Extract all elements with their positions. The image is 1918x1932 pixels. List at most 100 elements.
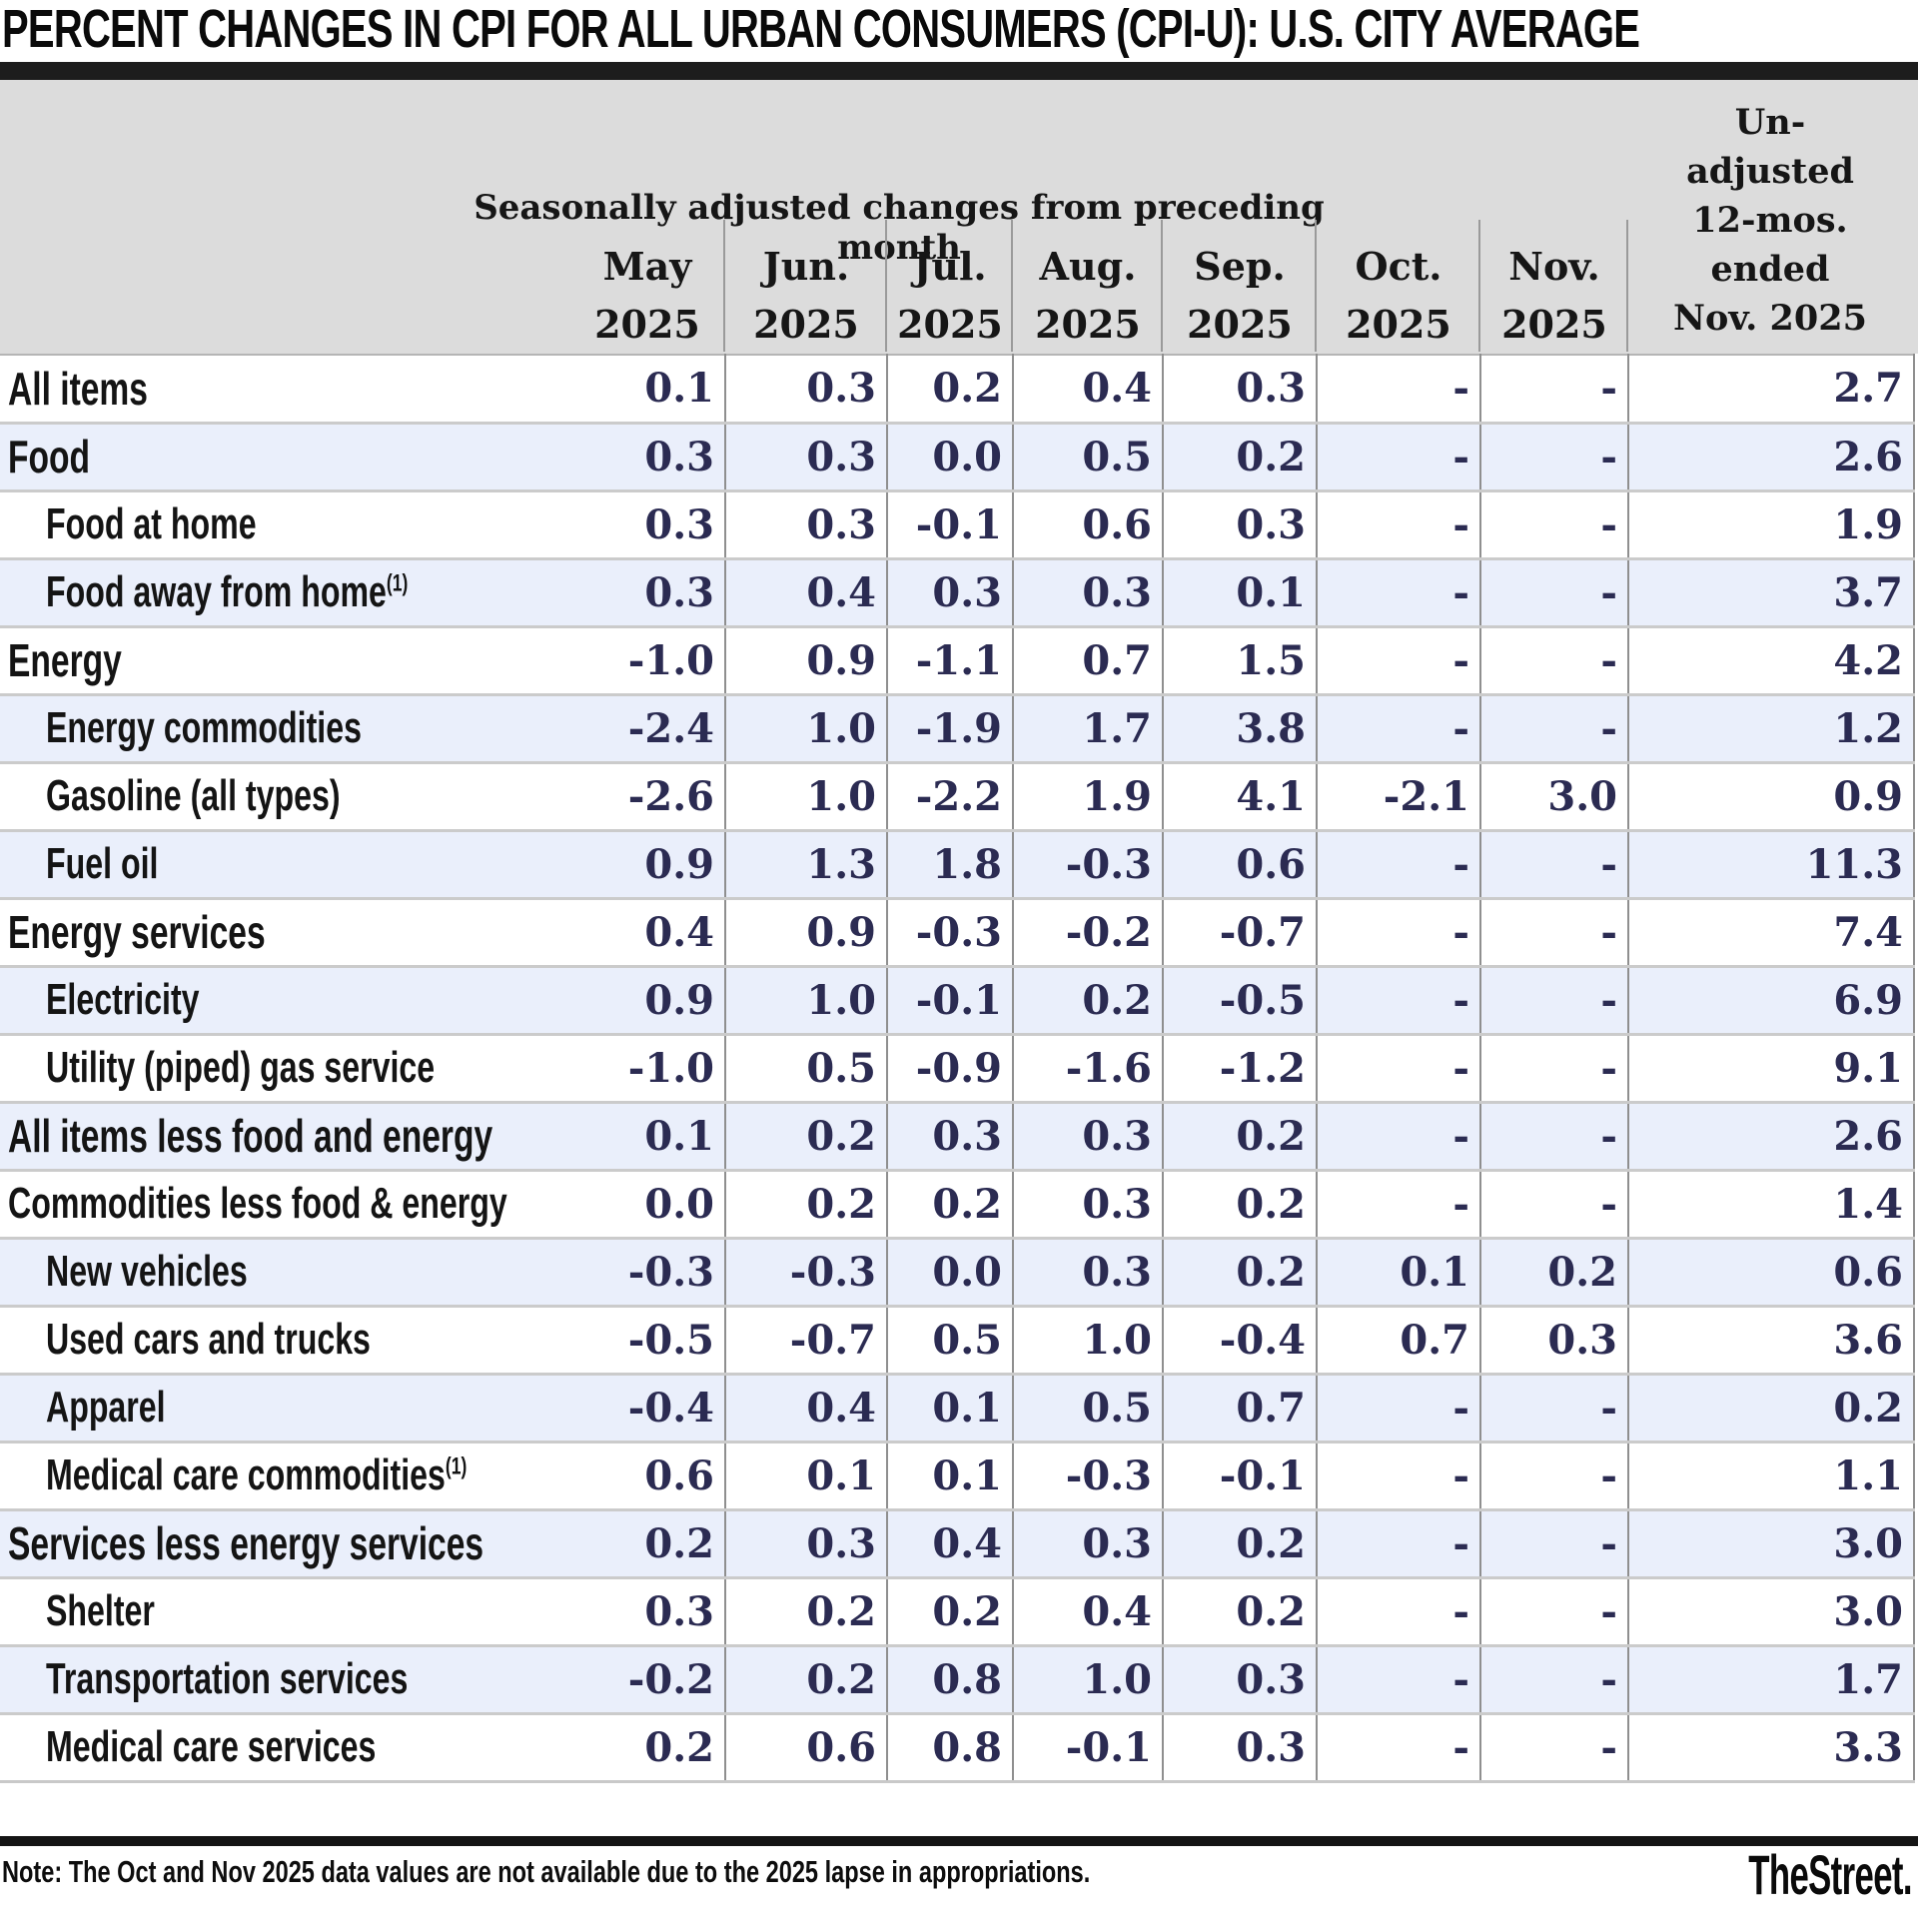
value-cell: -0.3 [725,1236,888,1306]
table-row: Used cars and trucks -0.5 -0.7 0.5 1.0 -0.4 0.… [0,1304,1915,1374]
column-header-month: Oct. 2025 [1346,244,1451,347]
value-cell: 3.7 [1628,556,1915,626]
value-cell: - [1480,692,1629,762]
value-cell: -0.1 [887,964,1014,1034]
value-cell: - [1480,1507,1629,1577]
value-cell: 3.6 [1628,1304,1915,1374]
value-cell: 4.1 [1163,760,1318,830]
value-cell: 0.3 [1163,488,1318,558]
value-cell: 1.9 [1628,488,1915,558]
value-cell: 0.1 [569,1100,726,1170]
value-cell: 0.5 [887,1304,1014,1374]
value-cell: -0.7 [725,1304,888,1374]
value-cell: -0.3 [1013,1440,1164,1509]
value-cell: 4.2 [1628,624,1915,694]
value-cell: 0.3 [725,1507,888,1577]
value-cell: 0.3 [1480,1304,1629,1374]
value-cell: 0.9 [1628,760,1915,830]
table-body: All items 0.1 0.3 0.2 0.4 0.3- -2.7 Food 0.3 0.3 0… [0,355,1915,1781]
value-cell: 0.6 [569,1440,726,1509]
value-cell: 3.0 [1628,1507,1915,1577]
table-row: New vehicles -0.3 -0.3 0.0 0.3 0.2 0.1 0.2 0.6 [0,1236,1915,1306]
row-label: Fuel oil [0,828,569,898]
value-cell: 0.5 [1013,1372,1164,1442]
value-cell: 0.0 [887,1236,1014,1306]
value-cell: 0.3 [1013,1168,1164,1238]
table-row: Transportation services -0.2 0.2 0.8 1.0 0.3-… [0,1643,1915,1713]
value-cell: 3.0 [1480,760,1629,830]
value-cell: 1.0 [725,964,888,1034]
table-row: Gasoline (all types) -2.6 1.0 -2.2 1.9 4.1 -2.… [0,760,1915,830]
row-label: Shelter [0,1575,569,1645]
value-cell: 0.5 [725,1032,888,1102]
value-cell: 1.0 [1013,1304,1164,1374]
value-cell: 0.4 [887,1507,1014,1577]
header-column-divider [1161,220,1163,352]
value-cell: 1.0 [725,692,888,762]
value-cell: -0.5 [1163,964,1318,1034]
value-cell: - [1317,1372,1481,1442]
value-cell: 0.2 [725,1575,888,1645]
row-label: Medical care commodities(1) [0,1440,569,1509]
value-cell: -0.2 [569,1643,726,1713]
table-row: Food 0.3 0.3 0.0 0.5 0.2- -2.6 [0,421,1915,490]
value-cell: 0.4 [1013,1575,1164,1645]
value-cell: 2.6 [1628,1100,1915,1170]
value-cell: -0.1 [1013,1711,1164,1781]
value-cell: - [1480,964,1629,1034]
value-cell: - [1480,828,1629,898]
value-cell: - [1480,1711,1629,1781]
value-cell: 0.9 [569,964,726,1034]
value-cell: 0.7 [1013,624,1164,694]
value-cell: 0.4 [1013,355,1164,423]
value-cell: - [1480,488,1629,558]
column-header-month: Nov. 2025 [1501,244,1607,347]
header-column-divider [1478,220,1480,352]
cpi-data-table: All items 0.1 0.3 0.2 0.4 0.3- -2.7 Food 0.3 0.3 0… [0,354,1915,1783]
value-cell: -0.9 [887,1032,1014,1102]
value-cell: 0.2 [1163,1100,1318,1170]
value-cell: 0.4 [725,556,888,626]
value-cell: 0.3 [1013,1507,1164,1577]
value-cell: - [1480,355,1629,423]
row-label: Utility (piped) gas service [0,1032,569,1102]
value-cell: 0.2 [1013,964,1164,1034]
row-label: New vehicles [0,1236,569,1306]
value-cell: 0.9 [725,896,888,966]
value-cell: - [1317,624,1481,694]
table-row: Apparel -0.4 0.4 0.1 0.5 0.7- -0.2 [0,1372,1915,1442]
row-label: Food at home [0,488,569,558]
row-label: Electricity [0,964,569,1034]
value-cell: 1.2 [1628,692,1915,762]
column-header-month: Sep. 2025 [1187,244,1293,347]
table-row: Medical care commodities(1) 0.6 0.1 0.1 -0.3… [0,1440,1915,1509]
value-cell: 0.2 [569,1507,726,1577]
row-label: Medical care services [0,1711,569,1781]
value-cell: 0.3 [569,556,726,626]
value-cell: - [1317,896,1481,966]
value-cell: - [1480,624,1629,694]
value-cell: 0.4 [569,896,726,966]
value-cell: 0.3 [1013,556,1164,626]
value-cell: 0.6 [725,1711,888,1781]
header-column-divider [723,220,725,352]
value-cell: - [1317,1440,1481,1509]
value-cell: 0.6 [1628,1236,1915,1306]
value-cell: - [1480,556,1629,626]
row-label: Apparel [0,1372,569,1442]
header-column-divider [1011,220,1013,352]
value-cell: - [1317,1032,1481,1102]
value-cell: 1.7 [1013,692,1164,762]
value-cell: - [1317,1100,1481,1170]
value-cell: -0.3 [887,896,1014,966]
value-cell: 0.2 [725,1643,888,1713]
value-cell: 0.5 [1013,421,1164,490]
value-cell: - [1317,1643,1481,1713]
value-cell: - [1317,692,1481,762]
value-cell: 1.0 [1013,1643,1164,1713]
value-cell: -2.1 [1317,760,1481,830]
value-cell: - [1317,556,1481,626]
value-cell: -0.1 [887,488,1014,558]
value-cell: 1.3 [725,828,888,898]
value-cell: -0.1 [1163,1440,1318,1509]
